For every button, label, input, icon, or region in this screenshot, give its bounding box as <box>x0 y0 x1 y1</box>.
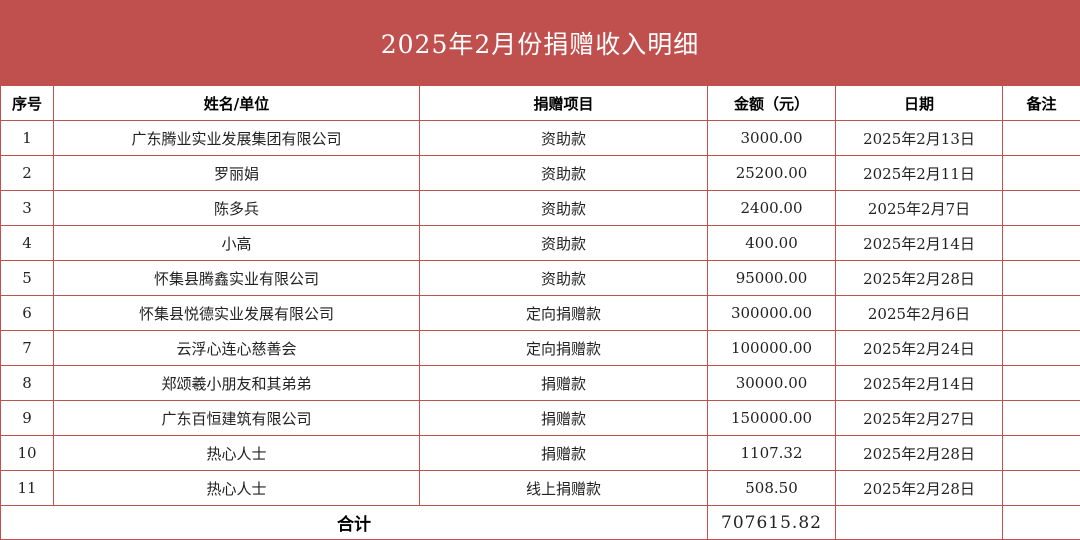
header-name: 姓名/单位 <box>54 86 420 121</box>
cell-date: 2025年2月7日 <box>836 191 1003 226</box>
header-item: 捐赠项目 <box>420 86 708 121</box>
cell-amount: 300000.00 <box>708 296 836 331</box>
cell-item: 线上捐赠款 <box>420 471 708 506</box>
cell-item: 资助款 <box>420 121 708 156</box>
cell-note <box>1003 156 1080 191</box>
total-note <box>1003 506 1080 540</box>
cell-date: 2025年2月6日 <box>836 296 1003 331</box>
total-amount: 707615.82 <box>708 506 836 540</box>
cell-date: 2025年2月24日 <box>836 331 1003 366</box>
cell-note <box>1003 261 1080 296</box>
cell-amount: 400.00 <box>708 226 836 261</box>
cell-name: 怀集县悦德实业发展有限公司 <box>54 296 420 331</box>
cell-note <box>1003 331 1080 366</box>
cell-item: 捐赠款 <box>420 436 708 471</box>
cell-name: 怀集县腾鑫实业有限公司 <box>54 261 420 296</box>
cell-note <box>1003 226 1080 261</box>
total-label: 合计 <box>1 506 708 540</box>
cell-amount: 2400.00 <box>708 191 836 226</box>
cell-name: 云浮心连心慈善会 <box>54 331 420 366</box>
cell-name: 陈多兵 <box>54 191 420 226</box>
cell-date: 2025年2月14日 <box>836 366 1003 401</box>
header-amount: 金额（元） <box>708 86 836 121</box>
cell-index: 2 <box>1 156 54 191</box>
cell-note <box>1003 191 1080 226</box>
cell-index: 8 <box>1 366 54 401</box>
table-header-row: 序号 姓名/单位 捐赠项目 金额（元） 日期 备注 <box>1 86 1080 121</box>
cell-amount: 508.50 <box>708 471 836 506</box>
cell-index: 10 <box>1 436 54 471</box>
cell-item: 定向捐赠款 <box>420 331 708 366</box>
cell-amount: 30000.00 <box>708 366 836 401</box>
total-date <box>836 506 1003 540</box>
cell-index: 9 <box>1 401 54 436</box>
cell-index: 6 <box>1 296 54 331</box>
header-date: 日期 <box>836 86 1003 121</box>
cell-name: 小高 <box>54 226 420 261</box>
cell-note <box>1003 436 1080 471</box>
cell-amount: 150000.00 <box>708 401 836 436</box>
cell-index: 5 <box>1 261 54 296</box>
header-note: 备注 <box>1003 86 1080 121</box>
cell-item: 资助款 <box>420 156 708 191</box>
cell-amount: 95000.00 <box>708 261 836 296</box>
cell-item: 捐赠款 <box>420 366 708 401</box>
cell-name: 罗丽娟 <box>54 156 420 191</box>
cell-date: 2025年2月11日 <box>836 156 1003 191</box>
cell-amount: 100000.00 <box>708 331 836 366</box>
cell-note <box>1003 121 1080 156</box>
cell-item: 捐赠款 <box>420 401 708 436</box>
cell-index: 4 <box>1 226 54 261</box>
cell-amount: 1107.32 <box>708 436 836 471</box>
cell-index: 11 <box>1 471 54 506</box>
cell-date: 2025年2月14日 <box>836 226 1003 261</box>
cell-name: 热心人士 <box>54 436 420 471</box>
cell-amount: 25200.00 <box>708 156 836 191</box>
cell-item: 定向捐赠款 <box>420 296 708 331</box>
cell-index: 7 <box>1 331 54 366</box>
cell-name: 广东百恒建筑有限公司 <box>54 401 420 436</box>
cell-name: 广东腾业实业发展集团有限公司 <box>54 121 420 156</box>
cell-date: 2025年2月13日 <box>836 121 1003 156</box>
cell-date: 2025年2月28日 <box>836 471 1003 506</box>
cell-date: 2025年2月28日 <box>836 436 1003 471</box>
cell-note <box>1003 471 1080 506</box>
cell-name: 热心人士 <box>54 471 420 506</box>
cell-note <box>1003 401 1080 436</box>
page-title: 2025年2月份捐赠收入明细 <box>0 0 1080 85</box>
cell-date: 2025年2月27日 <box>836 401 1003 436</box>
cell-index: 1 <box>1 121 54 156</box>
header-index: 序号 <box>1 86 54 121</box>
cell-name: 郑颂羲小朋友和其弟弟 <box>54 366 420 401</box>
cell-item: 资助款 <box>420 191 708 226</box>
cell-item: 资助款 <box>420 261 708 296</box>
cell-note <box>1003 366 1080 401</box>
cell-index: 3 <box>1 191 54 226</box>
cell-note <box>1003 296 1080 331</box>
total-row: 合计 707615.82 <box>1 506 1080 540</box>
cell-amount: 3000.00 <box>708 121 836 156</box>
cell-date: 2025年2月28日 <box>836 261 1003 296</box>
cell-item: 资助款 <box>420 226 708 261</box>
